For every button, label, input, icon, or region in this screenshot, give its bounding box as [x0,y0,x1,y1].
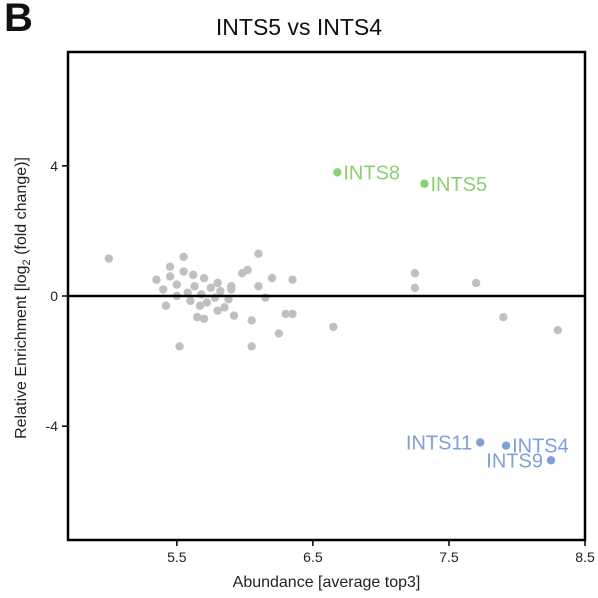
data-point [159,285,168,294]
highlighted-point-ints8 [333,168,342,177]
x-tick-label: 8.5 [575,549,595,565]
data-point [195,301,205,310]
highlighted-point-ints4 [501,441,511,450]
data-point [216,286,225,296]
data-point [288,275,297,284]
data-points [104,168,562,465]
data-point [193,312,202,322]
data-point [172,280,182,289]
data-point [213,278,222,288]
data-point [197,290,206,299]
data-point [220,303,229,312]
data-point [247,316,256,325]
data-point [410,269,420,278]
y-axis-label: Relative Enrichment [log2 (fold change)] [13,157,33,439]
data-point [202,298,211,307]
data-point [227,282,236,291]
data-point [186,296,195,306]
data-point [261,293,270,302]
highlighted-point-ints5 [420,179,429,188]
data-point [288,309,297,319]
data-point [206,283,216,293]
data-point [190,282,199,291]
y-axis-label-text: (fold change)] [13,157,30,259]
y-tick-label: 4 [50,158,58,174]
data-point [267,273,277,283]
x-axis-ticks: 5.5 6.5 7.5 8.5 [167,540,595,565]
data-point [254,249,263,258]
data-point [188,270,198,280]
data-point [410,283,420,293]
chart-title: INTS5 vs INTS4 [215,14,383,40]
data-point [199,314,209,323]
data-point [553,325,562,335]
x-tick-label: 5.5 [167,549,187,565]
point-label-ints9: INTS9 [486,450,543,472]
data-point [175,342,184,351]
data-point [179,267,188,276]
data-point [165,262,175,271]
data-point [281,309,290,319]
point-label-ints5: INTS5 [430,174,487,196]
data-point [247,342,256,351]
y-tick-label: -4 [46,418,59,434]
data-point [329,322,338,332]
point-label-ints4: INTS4 [512,436,569,458]
data-point [104,254,114,263]
data-point [229,311,239,320]
x-tick-label: 6.5 [303,549,323,565]
data-point [254,282,263,291]
y-tick-label: 0 [50,288,58,304]
point-label-ints11: INTS11 [406,432,472,454]
data-point [161,301,171,310]
point-label-ints8: INTS8 [343,162,400,184]
y-axis-label-text: Relative Enrichment [log [13,265,30,438]
data-point [274,329,284,338]
data-point [499,312,508,322]
data-point [165,272,175,281]
highlighted-point-ints11 [476,438,485,447]
y-axis-label-subscript: 2 [21,259,33,265]
data-point [152,275,161,284]
data-point [213,306,222,315]
data-point [243,265,252,275]
panel-letter: B [4,0,33,40]
data-point [471,278,481,288]
data-point [199,273,209,283]
data-point [179,252,188,262]
x-axis-label: Abundance [average top3] [233,574,421,591]
data-point [210,293,220,302]
x-tick-label: 7.5 [439,549,459,565]
y-axis-ticks: 4 0 -4 [46,158,68,434]
highlighted-point-ints9 [546,456,556,465]
